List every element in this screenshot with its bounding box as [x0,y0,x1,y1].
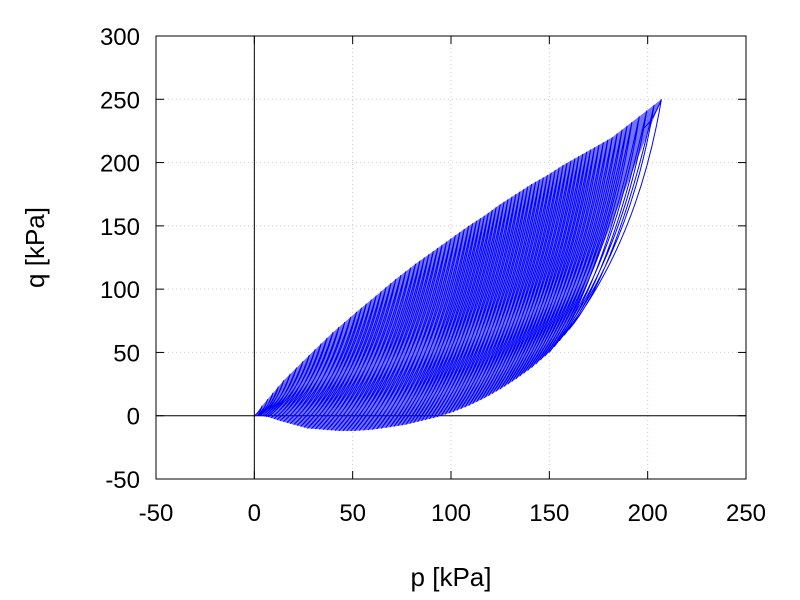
x-tick-label: -50 [139,500,174,527]
y-tick-labels: -50 0 50 100 150 200 250 300 [100,24,140,494]
x-tick-label: 0 [248,500,261,527]
y-tick-label: 50 [113,340,140,367]
x-tick-label: 50 [339,500,366,527]
x-axis-title: p [kPa] [411,562,492,592]
tick-marks [155,35,747,480]
x-tick-label: 100 [431,500,471,527]
x-tick-label: 250 [726,500,766,527]
x-tick-label: 150 [529,500,569,527]
x-tick-label: 200 [628,500,668,527]
y-axis-title: q [kPa] [20,207,50,288]
y-tick-label: -50 [105,467,140,494]
y-tick-label: 300 [100,24,140,51]
y-tick-label: 250 [100,87,140,114]
y-tick-label: 200 [100,151,140,178]
y-tick-label: 0 [127,404,140,431]
series-group [254,99,662,432]
y-tick-label: 100 [100,277,140,304]
stress-path-dense-region [254,99,662,431]
x-tick-labels: -50 0 50 100 150 200 250 [139,500,766,527]
y-tick-label: 150 [100,214,140,241]
